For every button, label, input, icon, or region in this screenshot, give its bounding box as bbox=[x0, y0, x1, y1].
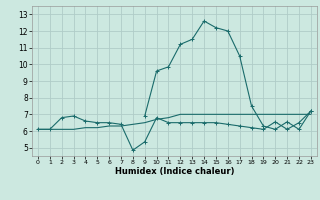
X-axis label: Humidex (Indice chaleur): Humidex (Indice chaleur) bbox=[115, 167, 234, 176]
